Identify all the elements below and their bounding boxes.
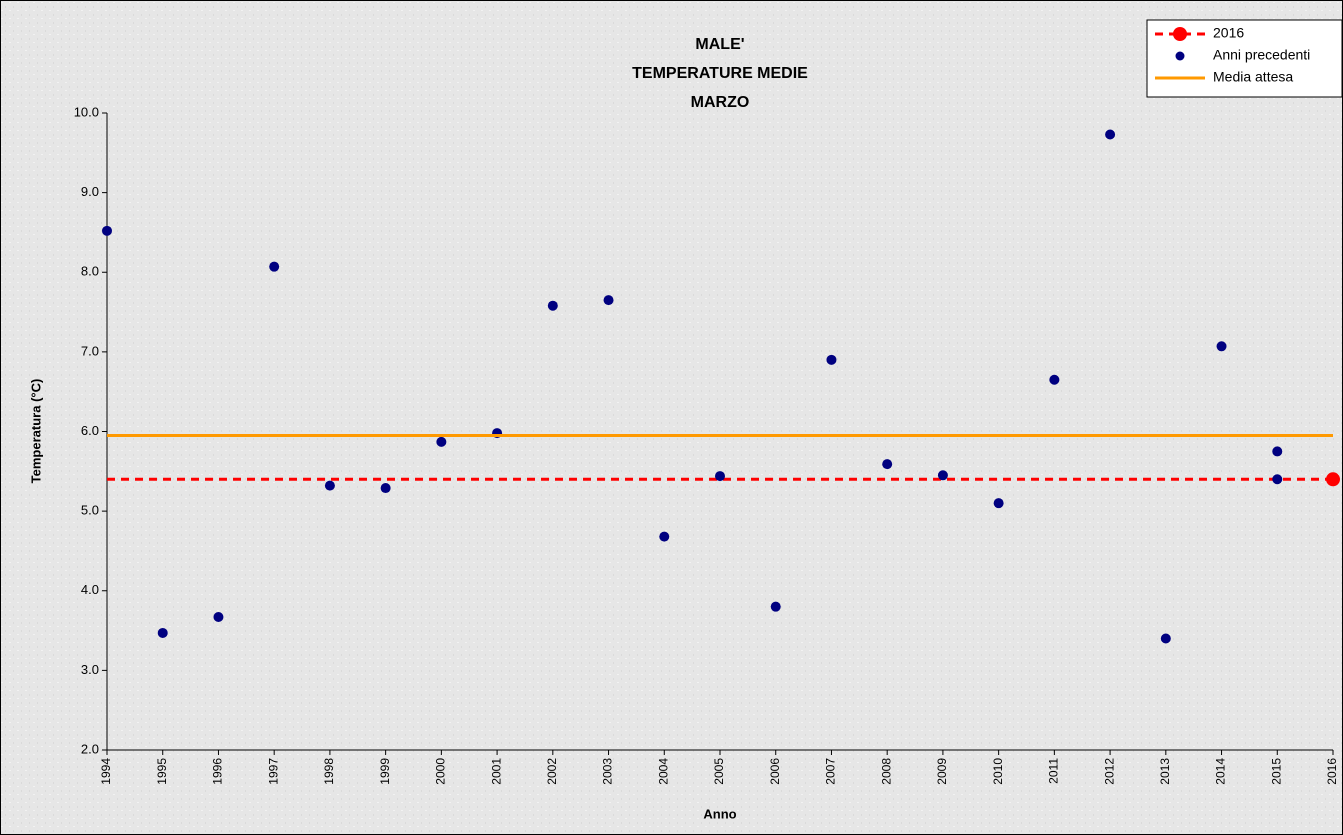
point: [436, 436, 447, 447]
x-tick-label: 1995: [155, 758, 169, 785]
legend-symbol: [1175, 51, 1185, 61]
y-tick-label: 7.0: [81, 343, 99, 358]
x-tick-label: 1996: [211, 758, 225, 785]
legend-label: Anni precedenti: [1213, 47, 1310, 63]
y-tick-label: 2.0: [81, 741, 99, 756]
chart-title: TEMPERATURE MEDIE: [632, 65, 808, 82]
y-tick-label: 6.0: [81, 423, 99, 438]
legend-label: Media attesa: [1213, 69, 1293, 85]
point: [1049, 374, 1060, 385]
x-tick-label: 2003: [601, 758, 615, 785]
x-tick-label: 2001: [489, 758, 503, 785]
x-tick-label: 2010: [991, 758, 1005, 785]
point: [102, 225, 112, 236]
x-tick-label: 2002: [545, 758, 559, 785]
x-tick-label: 2004: [656, 758, 670, 785]
x-tick-label: 2000: [434, 758, 448, 785]
point: [157, 627, 168, 638]
x-tick-label: 1998: [322, 758, 336, 785]
y-tick-label: 4.0: [81, 582, 99, 597]
x-tick-label: 1999: [378, 758, 392, 785]
x-tick-label: 2011: [1047, 758, 1061, 784]
point: [1160, 633, 1171, 644]
x-tick-label: 2012: [1102, 758, 1116, 785]
legend-symbol: [1173, 27, 1187, 41]
x-axis-label: Anno: [703, 806, 736, 821]
point: [993, 498, 1004, 509]
point: [659, 531, 670, 542]
x-tick-label: 2006: [768, 758, 782, 785]
point: [1216, 341, 1227, 352]
chart-title: MARZO: [691, 94, 750, 111]
legend-label: 2016: [1213, 25, 1244, 41]
x-tick-label: 2007: [824, 758, 838, 785]
y-axis-label: Temperatura (°C): [28, 379, 43, 484]
y-tick-label: 8.0: [81, 264, 99, 279]
x-tick-label: 1997: [266, 758, 280, 785]
point: [1272, 446, 1283, 457]
point: [937, 470, 948, 481]
chart-title: MALE': [695, 36, 744, 53]
point: [882, 459, 893, 470]
x-tick-label: 2009: [935, 758, 949, 785]
point: [380, 483, 391, 494]
y-tick-label: 5.0: [81, 503, 99, 518]
x-tick-label: 2005: [712, 758, 726, 785]
y-tick-label: 10.0: [74, 104, 99, 119]
x-tick-label: 2015: [1269, 758, 1283, 785]
point: [826, 354, 837, 365]
point: [715, 471, 725, 482]
x-tick-label: 2014: [1214, 758, 1228, 785]
x-tick-label: 2013: [1158, 758, 1172, 785]
x-tick-label: 2008: [879, 758, 893, 785]
point: [1326, 472, 1340, 487]
point: [1272, 474, 1283, 485]
point: [213, 612, 224, 623]
point: [547, 300, 558, 311]
x-tick-label: 2016: [1325, 758, 1339, 785]
point: [324, 480, 335, 491]
point: [269, 261, 280, 272]
y-tick-label: 9.0: [81, 184, 99, 199]
point: [603, 295, 614, 306]
point: [1105, 129, 1116, 140]
legend: 2016 Anni precedenti Media attesa: [1146, 19, 1343, 98]
x-tick-label: 1994: [99, 758, 113, 785]
y-tick-label: 3.0: [81, 662, 99, 677]
point: [770, 601, 781, 612]
